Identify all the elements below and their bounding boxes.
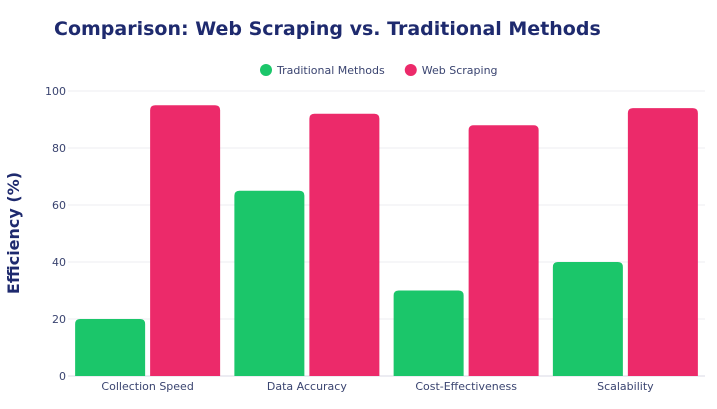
legend-label[interactable]: Traditional Methods <box>276 64 385 77</box>
bar-traditional-methods[interactable] <box>234 190 305 376</box>
bar-web-scraping[interactable] <box>468 125 539 376</box>
y-axis-label: Efficiency (%) <box>4 172 23 294</box>
legend-marker <box>260 64 272 76</box>
x-tick-label: Cost-Effectiveness <box>415 380 517 393</box>
x-tick-label: Data Accuracy <box>267 380 347 393</box>
legend-label[interactable]: Web Scraping <box>422 64 498 77</box>
x-tick-label: Collection Speed <box>101 380 193 393</box>
y-tick-label: 40 <box>52 256 66 269</box>
bar-traditional-methods[interactable] <box>75 319 146 376</box>
y-tick-label: 0 <box>59 370 66 383</box>
bar-web-scraping[interactable] <box>627 108 698 376</box>
bar-traditional-methods[interactable] <box>393 290 464 377</box>
y-tick-label: 100 <box>45 85 66 98</box>
bar-web-scraping[interactable] <box>309 113 380 377</box>
chart-title: Comparison: Web Scraping vs. Traditional… <box>54 18 601 40</box>
y-tick-label: 80 <box>52 142 66 155</box>
legend-marker <box>404 64 417 76</box>
y-tick-label: 20 <box>52 313 66 326</box>
y-tick-label: 60 <box>52 199 66 212</box>
bar-traditional-methods[interactable] <box>552 262 623 376</box>
bar-web-scraping[interactable] <box>150 105 221 376</box>
x-tick-label: Scalability <box>597 380 654 393</box>
